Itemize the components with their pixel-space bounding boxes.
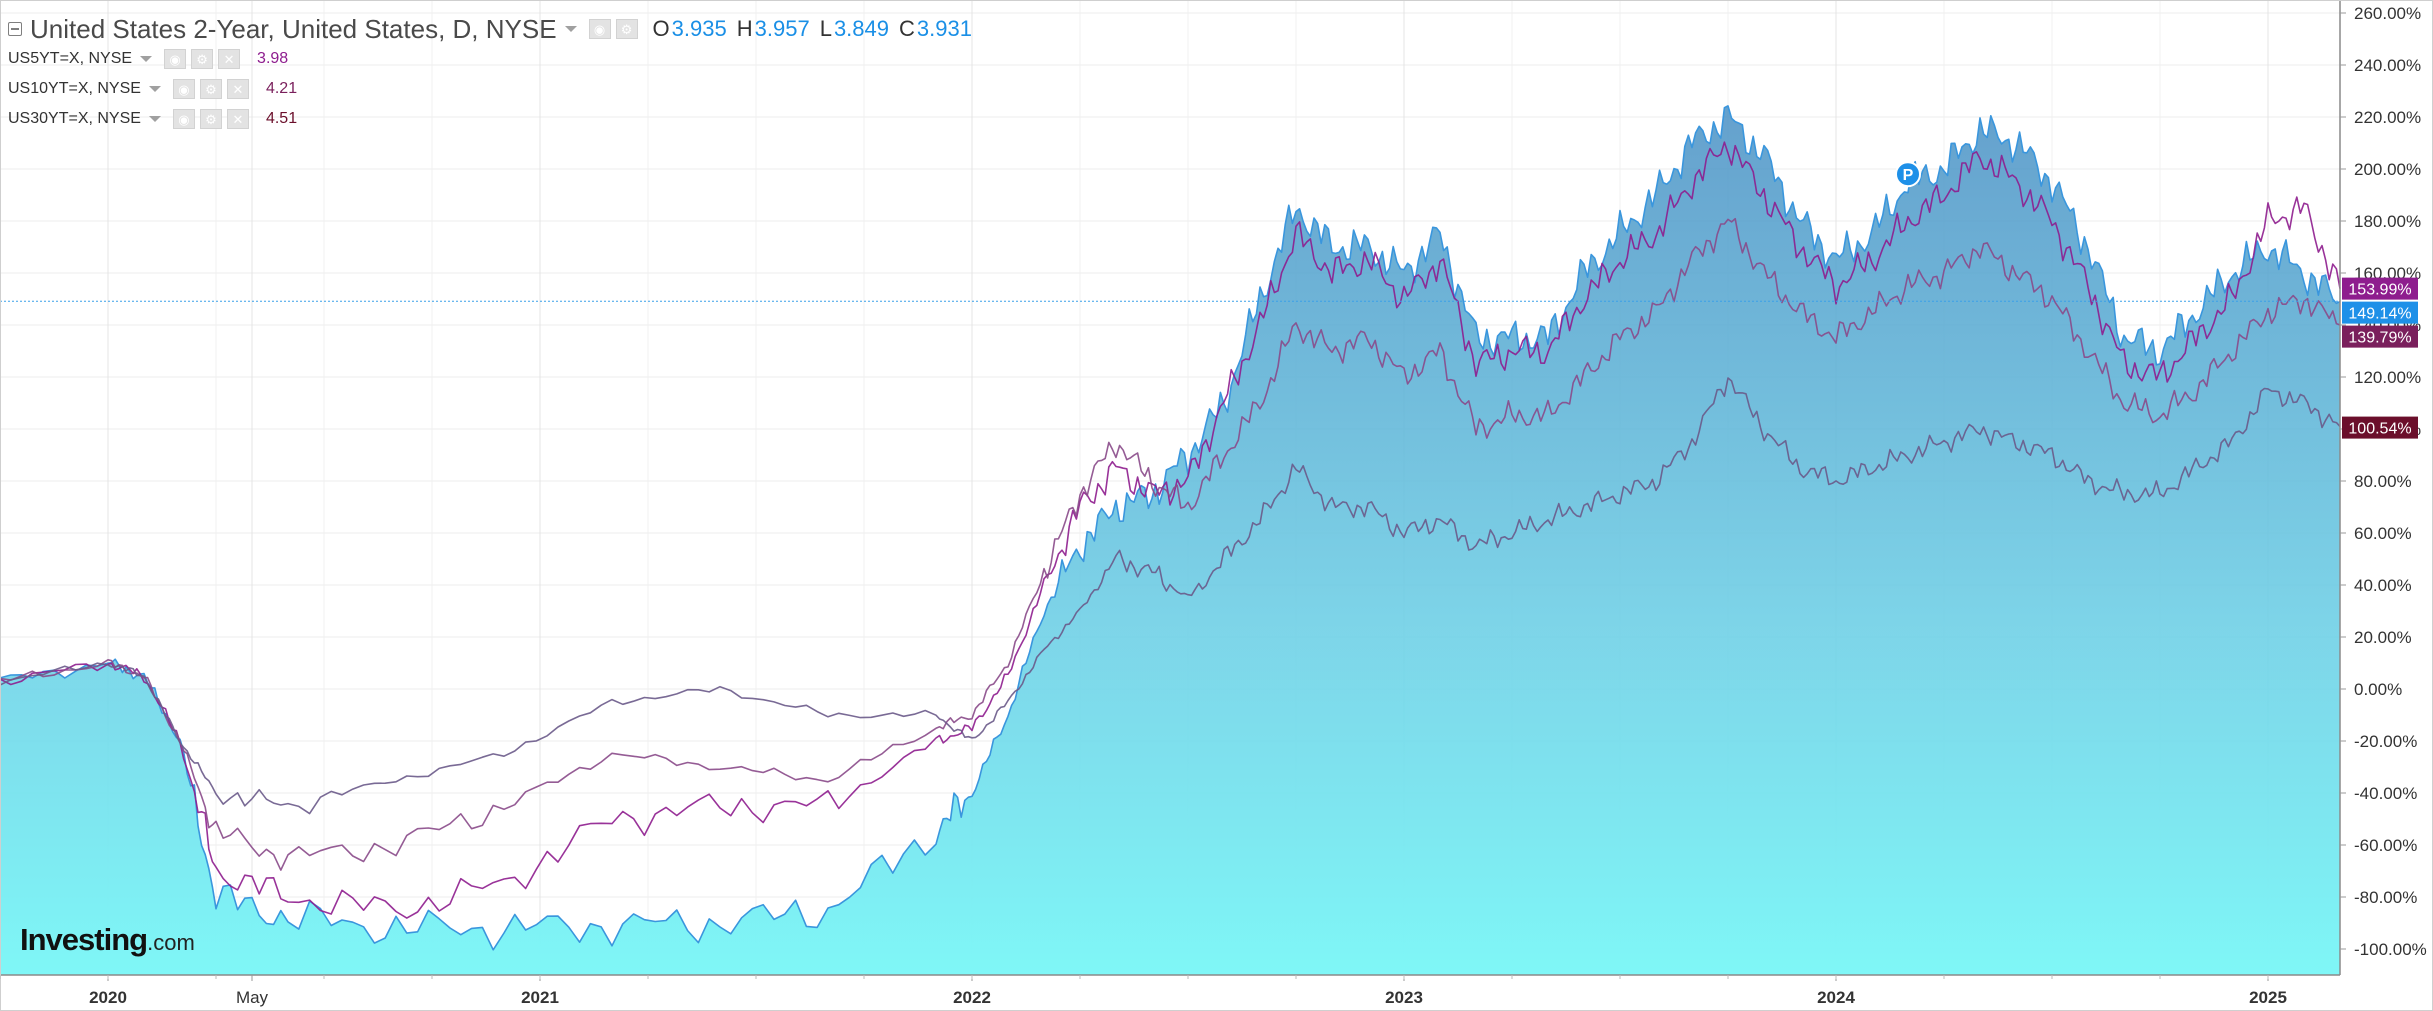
- logo-main-text: Investing: [20, 922, 148, 957]
- y-tick-label: 180.00%: [2354, 212, 2421, 231]
- x-tick-label: 2025: [2249, 988, 2287, 1007]
- legend-row-us5y: US5YT=X, NYSE ◉ ⚙ ✕ 3.98: [8, 44, 972, 74]
- series-line-us10y: [0, 217, 2341, 871]
- open-value: 3.935: [671, 16, 727, 41]
- legend: United States 2-Year, United States, D, …: [8, 14, 972, 134]
- settings-icon[interactable]: ⚙: [199, 109, 222, 129]
- collapse-icon[interactable]: [8, 22, 22, 36]
- y-tick-label: 200.00%: [2354, 160, 2421, 179]
- y-tick-label: -100.00%: [2354, 940, 2427, 959]
- x-tick-label: 2022: [953, 988, 991, 1007]
- close-value: 3.931: [916, 16, 972, 41]
- marker-p-icon[interactable]: P: [1895, 161, 1921, 188]
- y-tick-label: -80.00%: [2354, 888, 2417, 907]
- last-value-label: 139.79%: [2348, 330, 2411, 347]
- eye-icon[interactable]: ◉: [172, 109, 195, 129]
- area-layer: [0, 105, 2340, 975]
- last-value-badge: [2342, 325, 2418, 348]
- close-key: C: [899, 16, 915, 41]
- series-line-us5y: [0, 141, 2341, 919]
- last-value-labels: 153.99% 149.14% 139.79% 100.54%: [2342, 277, 2418, 439]
- marker-circle: [1895, 161, 1921, 188]
- y-tick-label: 0.00%: [2354, 680, 2402, 699]
- high-value: 3.957: [754, 16, 810, 41]
- settings-icon[interactable]: ⚙: [191, 49, 214, 69]
- main-series-title[interactable]: United States 2-Year, United States, D, …: [30, 13, 557, 44]
- y-tick-label: 60.00%: [2354, 524, 2412, 543]
- legend-row-us30y: US30YT=X, NYSE ◉ ⚙ ✕ 4.51: [8, 104, 972, 134]
- y-tick-label: -60.00%: [2354, 836, 2417, 855]
- series-lines: [0, 105, 2341, 951]
- y-tick-label: 80.00%: [2354, 472, 2412, 491]
- chevron-down-icon[interactable]: [148, 116, 161, 122]
- last-value-label: 153.99%: [2348, 282, 2411, 299]
- close-icon[interactable]: ✕: [226, 79, 249, 99]
- series-value-us10y: 4.21: [265, 80, 298, 97]
- area-us2y: [0, 105, 2340, 975]
- series-title-us10y[interactable]: US10YT=X, NYSE: [8, 80, 141, 97]
- series-line-us30y: [0, 377, 2341, 815]
- y-tick-label: 260.00%: [2354, 4, 2421, 23]
- marker-label: P: [1903, 167, 1914, 184]
- last-value-label: 149.14%: [2348, 306, 2411, 323]
- x-tick-label: 2020: [89, 988, 127, 1007]
- logo-suffix-text: .com: [147, 930, 195, 955]
- eye-icon[interactable]: ◉: [588, 19, 611, 39]
- series-value-us30y: 4.51: [265, 110, 298, 127]
- y-tick-label: -40.00%: [2354, 784, 2417, 803]
- eye-icon[interactable]: ◉: [172, 79, 195, 99]
- last-value-badge: [2342, 277, 2418, 300]
- y-tick-label: 20.00%: [2354, 628, 2412, 647]
- last-value-badge: [2342, 416, 2418, 439]
- chevron-down-icon[interactable]: [148, 86, 161, 92]
- y-tick-label: 240.00%: [2354, 56, 2421, 75]
- low-key: L: [819, 16, 832, 41]
- low-value: 3.849: [833, 16, 889, 41]
- chevron-down-icon[interactable]: [140, 56, 153, 62]
- y-tick-label: 120.00%: [2354, 368, 2421, 387]
- y-tick-label: 220.00%: [2354, 108, 2421, 127]
- x-tick-label: May: [236, 988, 269, 1007]
- settings-icon[interactable]: ⚙: [199, 79, 222, 99]
- x-tick-label: 2023: [1385, 988, 1423, 1007]
- chevron-down-icon[interactable]: [564, 26, 577, 32]
- legend-row-us10y: US10YT=X, NYSE ◉ ⚙ ✕ 4.21: [8, 74, 972, 104]
- eye-icon[interactable]: ◉: [164, 49, 187, 69]
- x-tick-label: 2024: [1817, 988, 1855, 1007]
- close-icon[interactable]: ✕: [218, 49, 241, 69]
- high-key: H: [736, 16, 753, 41]
- y-tick-label: 40.00%: [2354, 576, 2412, 595]
- series-line-us2y: [0, 105, 2341, 951]
- last-value-label: 100.54%: [2348, 421, 2411, 438]
- x-axis-ticks: 2020 May 2021 2022 2023 2024 2025: [0, 975, 2287, 1007]
- y-tick-label: -20.00%: [2354, 732, 2417, 751]
- close-icon[interactable]: ✕: [226, 109, 249, 129]
- settings-icon[interactable]: ⚙: [615, 19, 638, 39]
- x-tick-label: 2021: [521, 988, 559, 1007]
- last-value-badge: [2342, 301, 2418, 324]
- series-value-us5y: 3.98: [257, 50, 289, 67]
- investing-logo: Investing.com: [20, 922, 195, 958]
- series-title-us30y[interactable]: US30YT=X, NYSE: [8, 110, 141, 127]
- series-title-us5y[interactable]: US5YT=X, NYSE: [8, 50, 133, 67]
- open-key: O: [652, 16, 670, 41]
- legend-main-row: United States 2-Year, United States, D, …: [8, 14, 972, 44]
